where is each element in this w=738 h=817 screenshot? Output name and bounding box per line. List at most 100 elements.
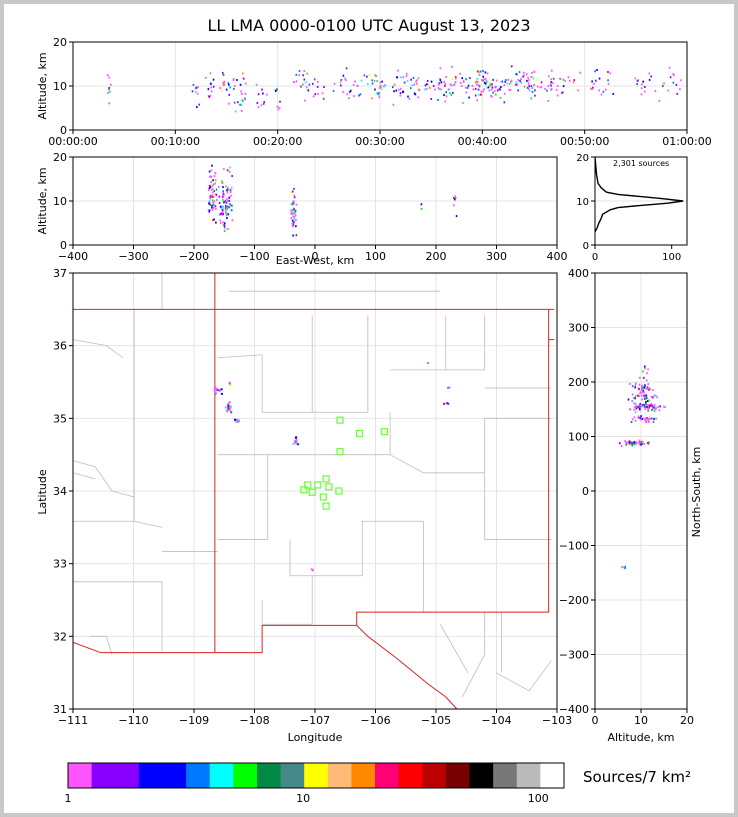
source-point [214,386,217,389]
source-point [292,225,294,228]
source-point [562,85,565,88]
source-point [482,70,484,73]
source-point [205,76,207,79]
source-point [293,194,296,197]
source-point [639,391,642,394]
source-point [637,394,639,397]
source-point [223,201,225,204]
source-point [634,402,637,405]
source-point [276,105,279,108]
source-point [631,418,634,421]
state-boundary [356,625,458,709]
source-point [228,401,231,404]
source-point [215,193,218,196]
source-point [643,397,646,400]
source-point [220,89,223,92]
source-point [634,397,636,400]
source-point [211,204,213,207]
source-point [484,71,487,74]
source-point [639,409,641,412]
source-point [229,190,232,193]
source-point [411,84,413,87]
source-point [228,83,230,86]
source-point [596,68,598,71]
source-point [210,86,213,89]
source-point [227,188,229,191]
source-point [208,202,210,205]
source-point [640,441,642,444]
source-point [500,85,502,88]
source-point [314,93,316,96]
source-point [454,195,456,198]
source-point [212,219,214,222]
source-point [208,209,211,212]
source-point [640,389,643,392]
source-point [534,89,536,92]
source-point [340,84,342,87]
source-point [490,88,493,91]
source-point [233,85,236,88]
source-point [257,106,260,109]
source-point [640,418,642,421]
source-point [231,204,233,207]
source-point [275,88,278,91]
source-point [211,164,213,167]
source-point [655,394,657,397]
colorbar-swatch [422,763,447,788]
source-point [226,205,229,208]
source-point [290,209,292,212]
source-point [417,96,419,99]
source-point [640,93,643,96]
source-point [568,79,571,82]
source-point [266,93,268,96]
x-tick-label: 100 [365,250,386,263]
source-count-annotation: 2,301 sources [613,159,669,168]
source-point [638,383,641,386]
source-point [220,206,223,209]
source-point [452,204,455,207]
source-point [631,400,633,403]
source-point [591,80,593,83]
source-point [648,78,651,81]
time-altitude-ylabel: Altitude, km [36,52,49,119]
x-tick-label: 00:50:00 [560,135,609,148]
x-tick-label: 00:10:00 [151,135,200,148]
source-point [292,202,295,205]
source-point [384,84,386,87]
source-point [448,88,451,91]
source-point [672,81,675,84]
source-point [647,408,649,411]
source-point [634,395,637,398]
source-point [647,420,650,423]
source-point [612,92,615,95]
source-point [550,84,552,87]
source-point [478,85,481,88]
source-point [375,75,377,78]
source-point [212,78,215,81]
source-point [604,88,607,91]
lma-station-marker [322,475,330,483]
colorbar-swatch [327,763,352,788]
source-point [290,212,293,215]
source-point [345,79,347,82]
source-point [624,567,626,570]
source-point [504,80,506,83]
source-point [363,74,366,77]
source-point [638,395,640,398]
source-point [482,79,484,82]
county-boundary [495,660,552,692]
y-tick-label: 37 [53,267,67,280]
source-point [211,184,214,187]
source-point [424,88,426,91]
source-point [476,81,479,84]
source-point [444,84,446,87]
source-point [235,418,238,421]
source-point [295,234,298,237]
source-point [510,79,513,82]
source-point [509,88,512,91]
source-point [647,368,649,371]
source-point [449,83,452,86]
county-boundary [73,339,124,359]
source-point [646,372,648,375]
